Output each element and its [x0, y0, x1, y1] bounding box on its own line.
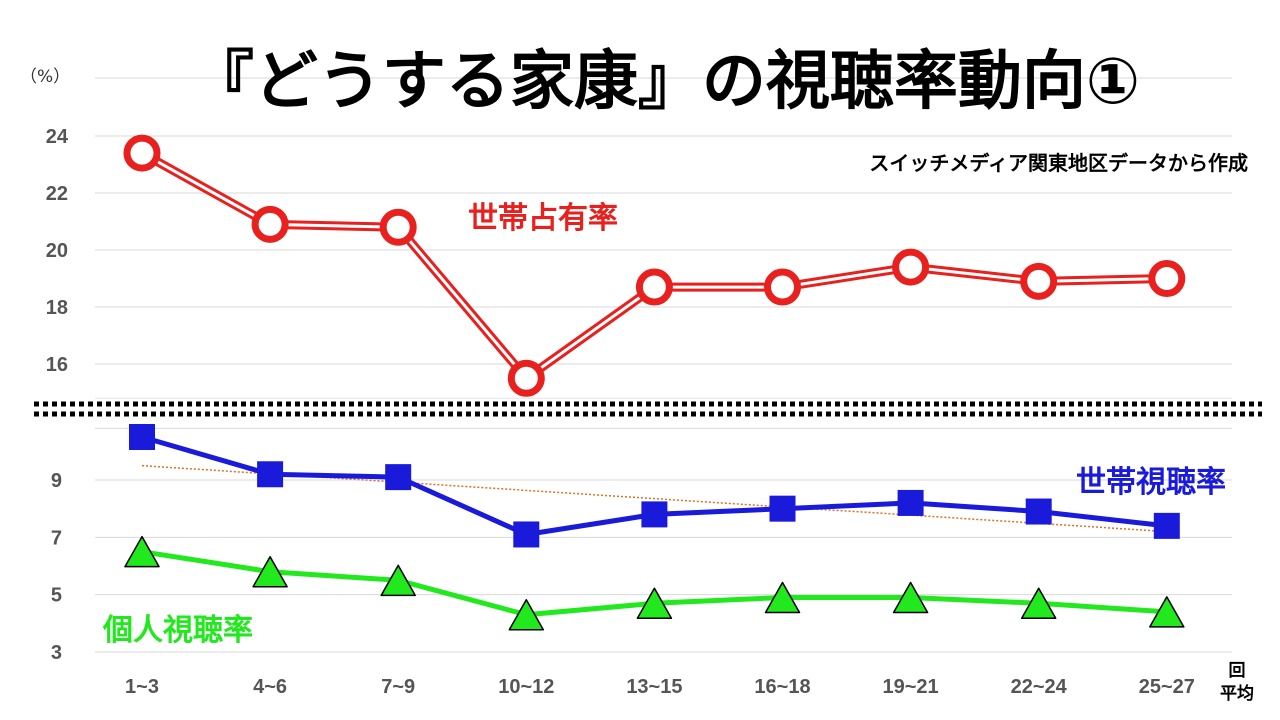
data-point-marker — [892, 248, 930, 286]
y-tick-labels: 24 22 20 18 16 9 7 5 3 — [46, 126, 69, 664]
series-label-household-rating: 世帯視聴率 — [1076, 465, 1226, 500]
data-point-marker — [1153, 512, 1180, 539]
y-tick-label-upper: 18 — [46, 297, 68, 319]
x-unit-label-line1: 回 — [1229, 661, 1246, 681]
y-tick-label-upper: 24 — [46, 126, 69, 148]
series-lines-layer — [139, 149, 1168, 618]
data-point-marker — [1025, 498, 1052, 525]
y-tick-label-lower: 7 — [51, 527, 62, 549]
y-tick-label-upper: 20 — [46, 240, 68, 262]
data-point-marker — [379, 208, 417, 246]
x-tick-label: 4~6 — [253, 676, 287, 698]
data-point-marker — [1020, 262, 1058, 300]
data-point-marker — [1020, 587, 1057, 620]
trendline — [141, 464, 1167, 533]
data-point-marker — [769, 495, 796, 522]
trendline-layer — [141, 464, 1167, 533]
data-point-marker — [257, 461, 284, 488]
axis-break-divider — [34, 401, 1262, 417]
y-tick-label-upper: 22 — [46, 183, 68, 205]
data-point-marker — [764, 268, 801, 306]
data-point-marker — [892, 581, 929, 614]
x-tick-label: 16~18 — [754, 676, 810, 698]
data-point-marker — [641, 501, 668, 528]
series-markers-layer — [123, 134, 1186, 631]
series-label-household-share: 世帯占有率 — [468, 201, 618, 236]
y-tick-label-lower: 3 — [51, 642, 62, 664]
data-point-marker — [507, 359, 545, 397]
data-point-marker — [380, 564, 416, 597]
x-tick-label: 13~15 — [626, 676, 682, 698]
x-tick-label: 10~12 — [498, 676, 554, 698]
x-tick-label: 1~3 — [125, 676, 159, 698]
y-tick-label-upper: 16 — [46, 354, 68, 376]
data-point-marker — [129, 424, 155, 450]
data-point-marker — [897, 489, 924, 516]
data-point-marker — [635, 268, 673, 306]
data-point-marker — [124, 535, 160, 568]
x-tick-label: 19~21 — [883, 676, 939, 698]
data-point-marker — [513, 521, 540, 548]
x-tick-label: 7~9 — [381, 676, 415, 698]
series-line-inner — [141, 151, 1167, 380]
x-tick-labels: 1~3 4~6 7~9 10~12 13~15 16~18 19~21 22~24 25~27 — [125, 676, 1195, 698]
source-note: スイッチメディア関東地区データから作成 — [869, 151, 1248, 175]
data-point-marker — [636, 587, 673, 620]
data-point-marker — [251, 205, 289, 243]
data-point-marker — [252, 555, 288, 588]
y-tick-label-lower: 9 — [51, 470, 62, 492]
x-unit-label-line2: 平均 — [1220, 683, 1254, 704]
series-label-individual-rating: 個人視聴率 — [102, 613, 253, 648]
data-point-marker — [1148, 260, 1186, 297]
x-tick-label: 22~24 — [1011, 676, 1068, 698]
y-tick-label-lower: 5 — [51, 585, 62, 607]
data-point-marker — [508, 598, 545, 631]
chart-title: 『どうする家康』の視聴率動向① — [190, 45, 1140, 119]
data-point-marker — [1149, 596, 1185, 628]
data-point-marker — [385, 464, 412, 491]
y-unit-label: （%） — [20, 67, 70, 87]
data-point-marker — [123, 134, 161, 172]
x-tick-label: 25~27 — [1139, 676, 1195, 698]
data-point-marker — [764, 581, 801, 614]
series-line-outer — [139, 149, 1167, 383]
